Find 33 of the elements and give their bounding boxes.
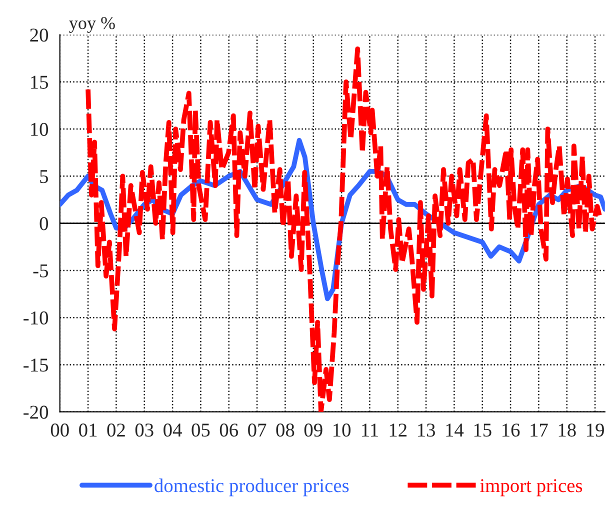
x-tick-label: 11 xyxy=(362,424,378,436)
legend-label: domestic producer prices xyxy=(154,478,349,496)
x-tick-label: 10 xyxy=(334,424,351,437)
x-tick-label: 07 xyxy=(248,424,266,437)
line-series xyxy=(86,46,603,412)
y-tick-label: -20 xyxy=(24,406,48,419)
x-tick-label: 16 xyxy=(502,424,520,437)
y-tick-label: 5 xyxy=(40,170,48,184)
x-tick-label: 13 xyxy=(418,424,435,437)
y-tick-label: 0 xyxy=(40,217,48,230)
x-tick-label: 01 xyxy=(79,424,97,437)
y-tick-label: 15 xyxy=(31,76,48,89)
x-tick-label: 03 xyxy=(135,424,154,437)
y-tick-label: 20 xyxy=(30,28,48,42)
x-tick-label: 14 xyxy=(446,424,464,436)
x-tick-label: 15 xyxy=(474,424,492,437)
legend-label: import prices xyxy=(480,479,582,496)
x-tick-label: 17 xyxy=(530,424,548,436)
x-tick-label: 02 xyxy=(107,424,125,437)
y-tick-label: -15 xyxy=(24,358,48,372)
x-tick-label: 18 xyxy=(558,424,576,437)
x-tick-label: 19 xyxy=(587,424,604,437)
x-tick-label: 06 xyxy=(220,424,238,437)
x-tick-label: 05 xyxy=(192,424,210,437)
y-axis-title: yoy % xyxy=(69,16,115,33)
x-tick-label: 09 xyxy=(304,424,322,437)
x-tick-label: 00 xyxy=(50,424,69,437)
x-tick-label: 12 xyxy=(390,424,407,436)
x-tick-label: 04 xyxy=(164,424,182,437)
y-tick-label: -5 xyxy=(33,264,48,278)
y-tick-label: 10 xyxy=(31,122,48,136)
y-tick-label: -10 xyxy=(24,311,48,325)
x-tick-label: 08 xyxy=(276,424,294,437)
